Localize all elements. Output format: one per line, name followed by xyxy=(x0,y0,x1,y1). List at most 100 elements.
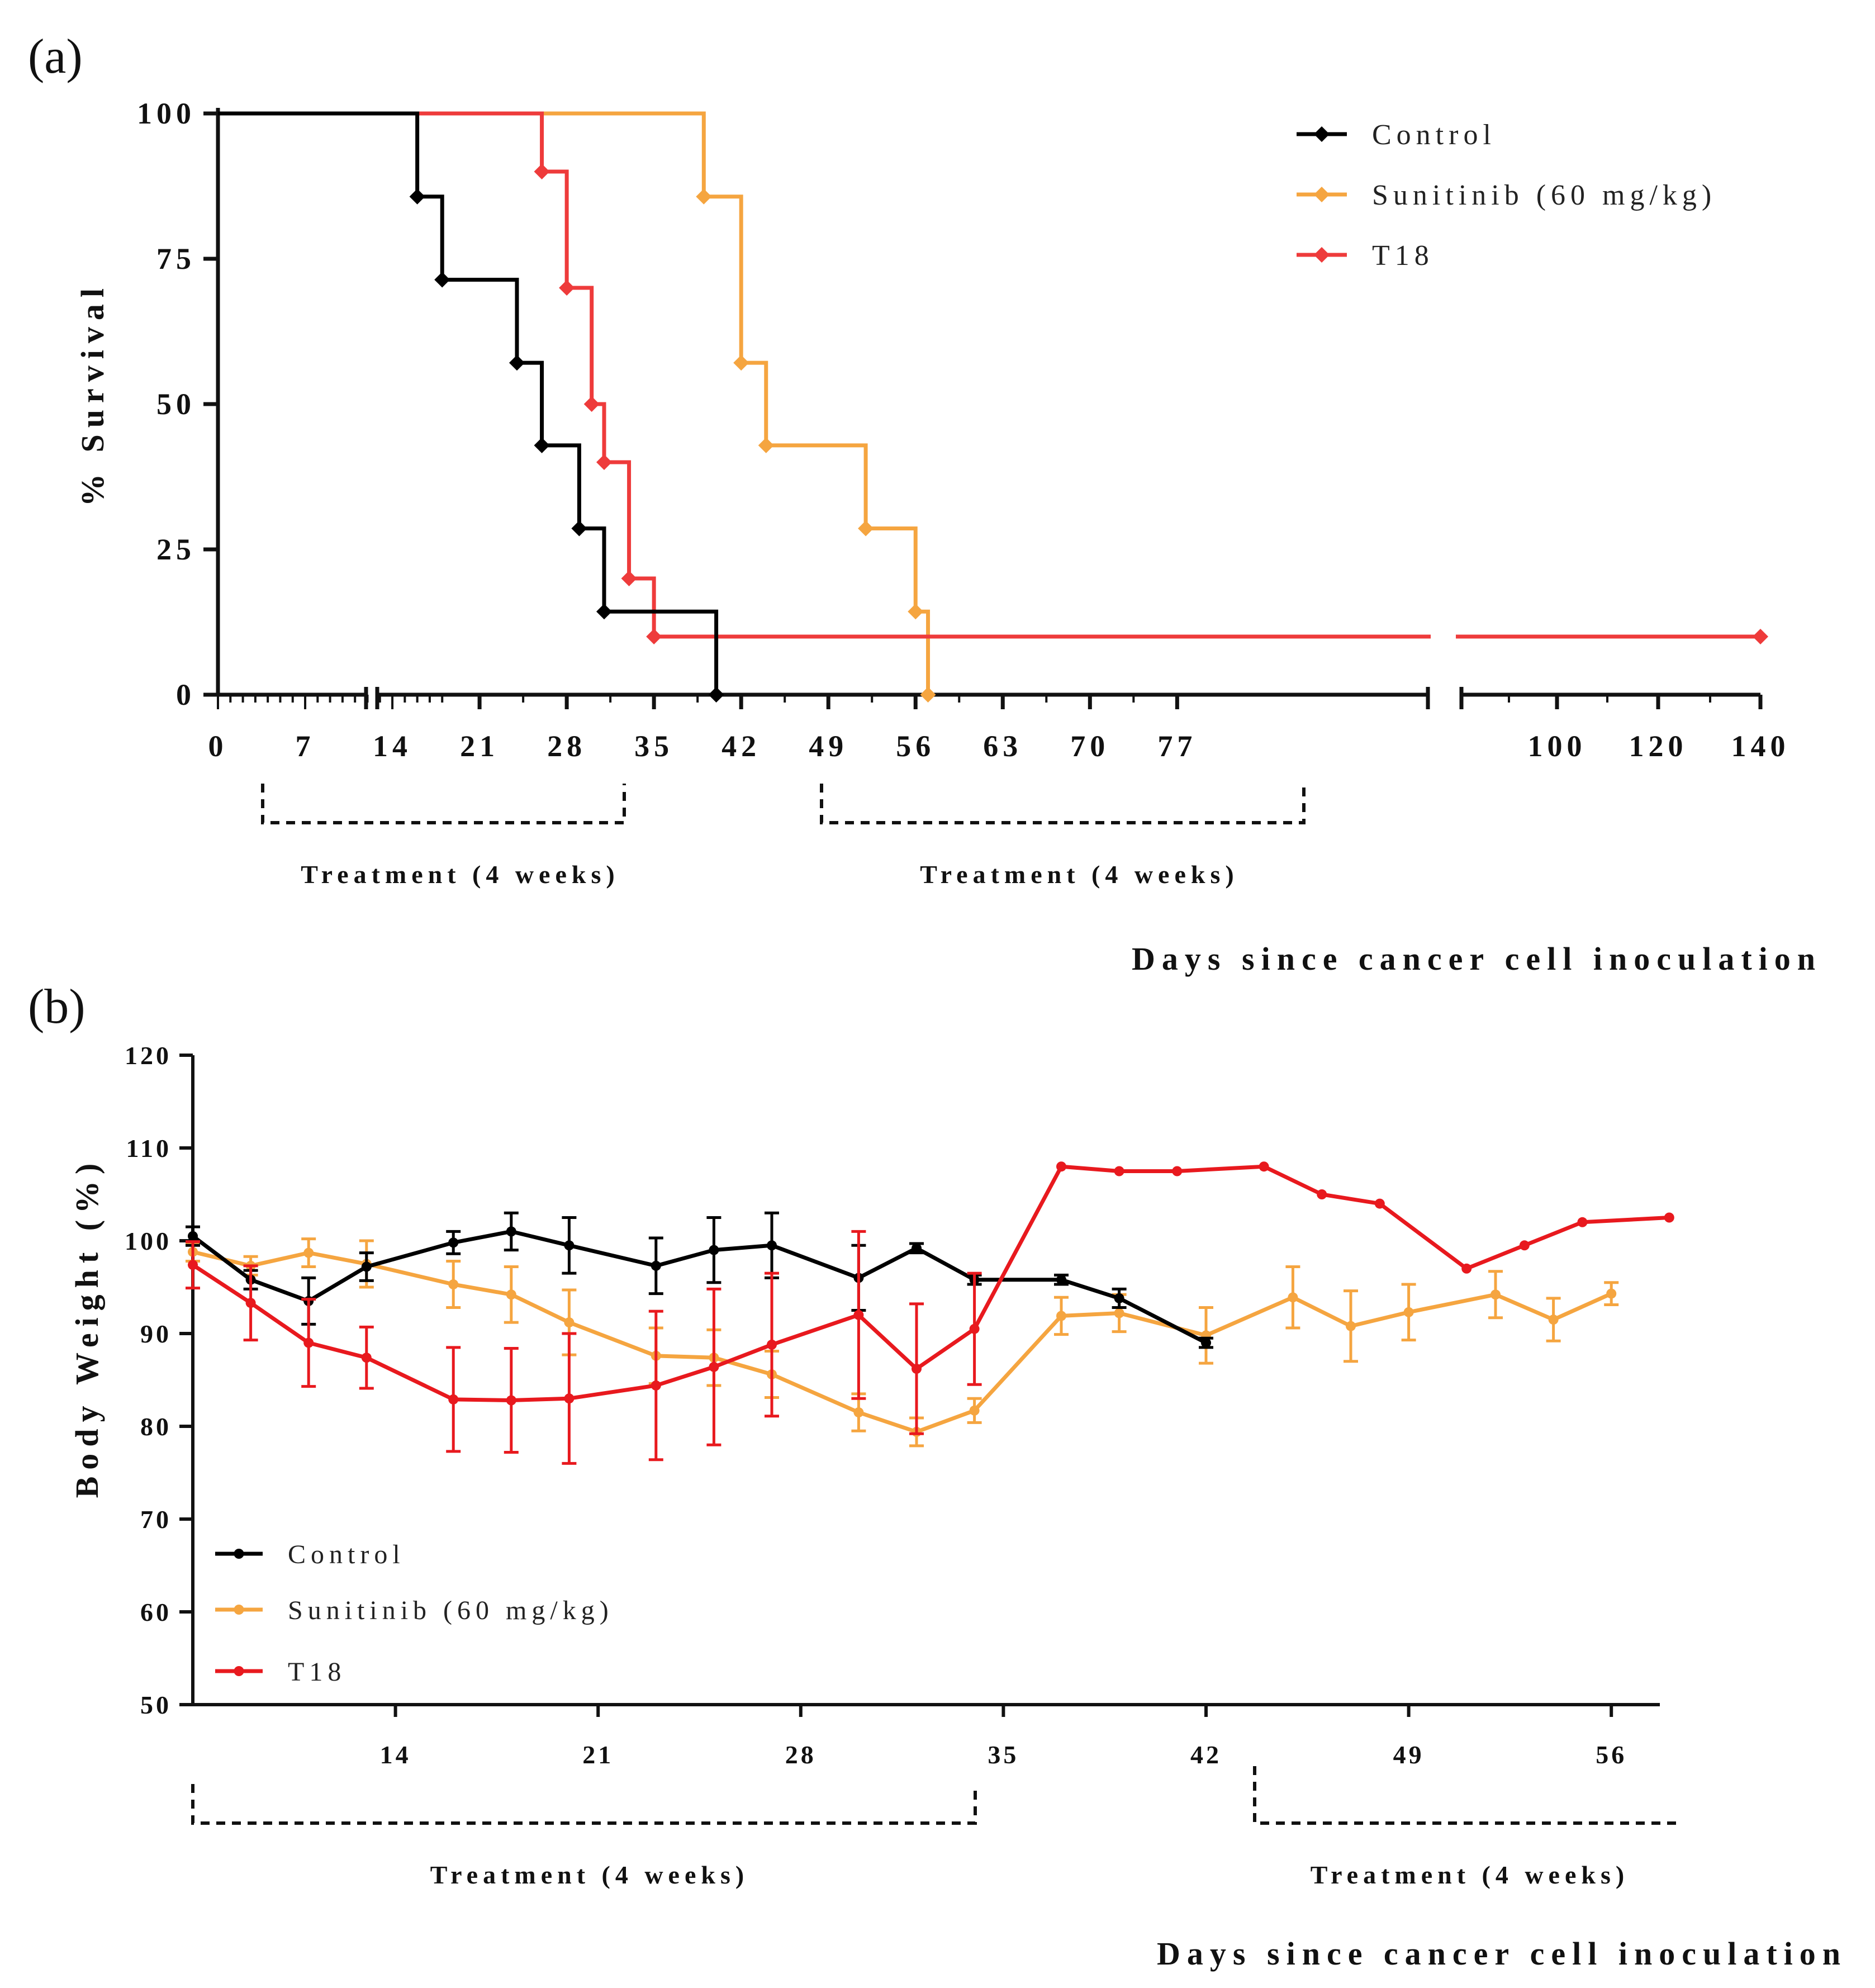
weight-marker-control-0 xyxy=(188,1231,198,1241)
survival-marker-control-1 xyxy=(434,272,450,288)
weight-marker-control-7 xyxy=(651,1260,661,1271)
weight-marker-t18-10 xyxy=(853,1309,864,1320)
legend-marker-a-t18 xyxy=(1314,247,1330,263)
panel-label-a: (a) xyxy=(28,30,83,84)
weight-marker-sunitinib-60-mg-kg-12 xyxy=(969,1405,980,1416)
weight-marker-control-14 xyxy=(1114,1293,1124,1303)
y-tick-label-b-80: 80 xyxy=(140,1412,172,1441)
weight-marker-t18-7 xyxy=(651,1380,661,1391)
survival-line-control xyxy=(218,111,719,695)
x-tick-label-a-70: 70 xyxy=(1070,729,1109,763)
legend-marker-b-t18 xyxy=(234,1666,244,1676)
weight-marker-control-6 xyxy=(564,1240,575,1251)
survival-marker-sunitinib-60-mg-kg-0 xyxy=(696,188,712,205)
y-tick-label-a-75: 75 xyxy=(156,242,196,276)
weight-marker-t18-8 xyxy=(709,1361,719,1372)
weight-marker-t18-21 xyxy=(1577,1217,1588,1227)
x-tick-label-b-21: 21 xyxy=(582,1740,614,1769)
x-tick-label-a-35: 35 xyxy=(634,729,673,763)
weight-marker-sunitinib-60-mg-kg-4 xyxy=(448,1279,459,1290)
y-tick-label-a-25: 25 xyxy=(156,533,196,566)
weight-marker-sunitinib-60-mg-kg-14 xyxy=(1114,1308,1124,1318)
weight-marker-control-4 xyxy=(448,1237,459,1248)
x-tick-label-b-49: 49 xyxy=(1393,1740,1425,1769)
survival-marker-t18-5 xyxy=(646,629,662,644)
legend-label-a-t18: T18 xyxy=(1372,240,1434,272)
weight-marker-sunitinib-60-mg-kg-5 xyxy=(506,1289,516,1300)
weight-marker-t18-13 xyxy=(1056,1161,1066,1172)
weight-marker-t18-20 xyxy=(1519,1240,1530,1251)
weight-marker-t18-5 xyxy=(506,1395,516,1406)
y-tick-label-a-0: 0 xyxy=(176,678,196,711)
legend-label-b-t18: T18 xyxy=(288,1657,346,1687)
weight-line-sunitinib-60-mg-kg xyxy=(192,1250,1612,1434)
x-axis-title-a: Days since cancer cell inoculation xyxy=(1132,941,1822,977)
x-tick-label-a-63: 63 xyxy=(983,729,1022,763)
x-tick-label-a-49: 49 xyxy=(809,729,848,763)
x-tick-label-a-7: 7 xyxy=(296,729,315,763)
x-tick-label-a-100: 100 xyxy=(1528,729,1587,763)
weight-marker-control-11 xyxy=(912,1243,922,1254)
weight-marker-t18-3 xyxy=(361,1353,372,1363)
weight-marker-sunitinib-60-mg-kg-19 xyxy=(1490,1289,1501,1300)
survival-marker-control-3 xyxy=(534,437,550,453)
legend-label-a-sunitinib-60-mg-kg: Sunitinib (60 mg/kg) xyxy=(1372,179,1716,211)
weight-line-t18 xyxy=(192,1164,1669,1403)
weight-marker-sunitinib-60-mg-kg-13 xyxy=(1056,1311,1066,1321)
x-tick-label-a-28: 28 xyxy=(547,729,586,763)
x-tick-label-a-140: 140 xyxy=(1731,729,1790,763)
treatment-label-a-2: Treatment (4 weeks) xyxy=(920,860,1238,889)
treatment-label-b-2: Treatment (4 weeks) xyxy=(1311,1861,1629,1889)
weight-marker-sunitinib-60-mg-kg-16 xyxy=(1288,1292,1298,1303)
legend-marker-b-sunitinib-60-mg-kg xyxy=(234,1605,244,1615)
weight-marker-control-13 xyxy=(1056,1274,1066,1285)
legend-marker-a-sunitinib-60-mg-kg xyxy=(1314,187,1330,202)
weight-marker-t18-12 xyxy=(969,1323,980,1334)
survival-marker-t18-0 xyxy=(534,164,550,179)
survival-line-t18 xyxy=(218,111,1431,639)
weight-marker-sunitinib-60-mg-kg-10 xyxy=(853,1407,864,1418)
survival-marker-control-6 xyxy=(708,687,724,703)
x-tick-label-a-21: 21 xyxy=(460,729,499,763)
x-tick-label-a-42: 42 xyxy=(721,729,761,763)
legend-marker-b-control xyxy=(234,1549,244,1559)
panel-label-b: (b) xyxy=(28,980,86,1034)
x-tick-label-a-56: 56 xyxy=(896,729,935,763)
x-tick-label-b-56: 56 xyxy=(1596,1740,1627,1769)
y-tick-label-b-110: 110 xyxy=(126,1134,172,1163)
weight-marker-t18-0 xyxy=(188,1260,198,1270)
weight-marker-t18-2 xyxy=(303,1337,314,1348)
weight-marker-control-5 xyxy=(506,1226,516,1237)
survival-marker-control-4 xyxy=(571,520,587,537)
survival-marker-sunitinib-60-mg-kg-3 xyxy=(858,520,874,537)
weight-marker-t18-15 xyxy=(1172,1166,1183,1176)
x-tick-label-a-120: 120 xyxy=(1629,729,1688,763)
panel-a: (a) 0 25 50 75 100 % Survival 0 7 14 21 28 35 42 49 56 6… xyxy=(28,30,1822,977)
x-tick-label-b-14: 14 xyxy=(380,1740,411,1769)
survival-marker-t18-6 xyxy=(1753,629,1768,644)
weight-marker-control-9 xyxy=(767,1240,777,1251)
weight-line-control xyxy=(191,1229,1207,1345)
weight-marker-t18-17 xyxy=(1317,1189,1327,1199)
survival-marker-sunitinib-60-mg-kg-4 xyxy=(908,604,924,620)
weight-marker-t18-18 xyxy=(1374,1198,1385,1209)
legend-marker-a-control xyxy=(1314,126,1330,142)
weight-marker-t18-1 xyxy=(245,1298,256,1308)
legend-label-a-control: Control xyxy=(1372,119,1496,151)
x-tick-label-b-42: 42 xyxy=(1190,1740,1222,1769)
survival-marker-sunitinib-60-mg-kg-1 xyxy=(733,355,749,371)
weight-marker-sunitinib-60-mg-kg-6 xyxy=(564,1317,575,1328)
survival-marker-control-0 xyxy=(409,188,425,205)
y-tick-label-b-50: 50 xyxy=(140,1691,172,1719)
x-tick-label-b-35: 35 xyxy=(988,1740,1019,1769)
weight-marker-t18-6 xyxy=(564,1393,575,1404)
weight-marker-t18-22 xyxy=(1664,1212,1674,1223)
x-tick-label-a-14: 14 xyxy=(373,729,412,763)
x-tick-label-a-0: 0 xyxy=(208,729,228,763)
y-tick-label-b-90: 90 xyxy=(140,1320,172,1348)
treatment-bracket-a-2 xyxy=(820,784,1306,824)
survival-marker-t18-1 xyxy=(559,280,575,296)
legend-label-b-control: Control xyxy=(288,1540,405,1569)
weight-marker-control-15 xyxy=(1201,1337,1211,1348)
